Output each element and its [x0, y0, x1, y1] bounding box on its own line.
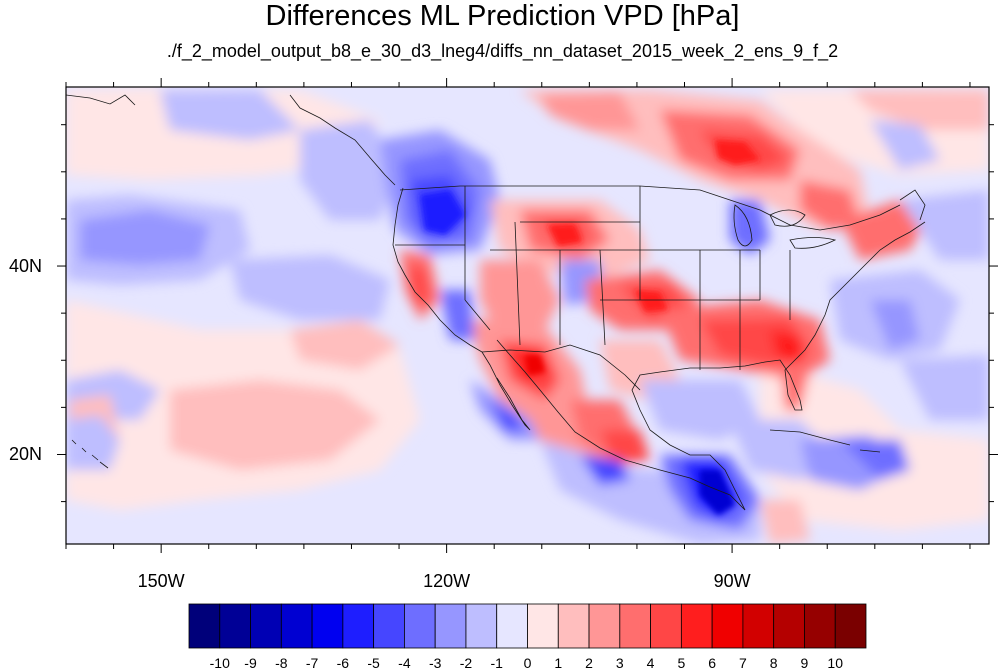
- colorbar-swatch: [742, 603, 775, 649]
- colorbar-swatch: [280, 603, 313, 649]
- colorbar-label: 8: [769, 655, 778, 671]
- colorbar-label: -7: [305, 655, 319, 671]
- colorbar-label: 3: [615, 655, 624, 671]
- colorbar-swatch: [188, 603, 221, 649]
- map-title: Differences ML Prediction VPD [hPa]: [265, 0, 740, 32]
- colorbar-swatch: [557, 603, 590, 649]
- colorbar-label: -2: [459, 655, 473, 671]
- colorbar-label: 0: [523, 655, 532, 671]
- colorbar-swatch: [680, 603, 713, 649]
- lat-label: 20N: [8, 444, 42, 465]
- colorbar-swatch: [711, 603, 744, 649]
- colorbar-swatch: [527, 603, 559, 649]
- colorbar-swatch: [373, 603, 405, 649]
- difference-field: [66, 87, 989, 544]
- lon-label: 150W: [137, 571, 185, 591]
- colorbar-label: -9: [244, 655, 257, 671]
- colorbar-label: 10: [827, 655, 843, 671]
- colorbar-label: 6: [708, 655, 717, 671]
- colorbar-label: -8: [275, 655, 288, 671]
- colorbar-swatch: [650, 603, 682, 649]
- colorbar-swatch: [588, 603, 621, 649]
- colorbar-swatch: [434, 603, 467, 649]
- lon-label: 120W: [423, 571, 471, 591]
- colorbar-swatch: [219, 603, 251, 649]
- colorbar-label: -1: [490, 655, 503, 671]
- colorbar-swatch: [619, 603, 651, 649]
- colorbar-label: -10: [209, 655, 230, 671]
- colorbar-label: -3: [428, 655, 442, 671]
- coastline-borders: [66, 94, 926, 511]
- colorbar-swatch: [465, 603, 498, 649]
- colorbar-label: -6: [336, 655, 350, 671]
- colorbar-swatch: [804, 603, 836, 649]
- map-frame: [65, 86, 990, 545]
- colorbar-swatch: [773, 603, 805, 649]
- lat-label: 40N: [8, 256, 42, 277]
- colorbar-swatch: [404, 603, 436, 649]
- colorbar-swatch: [342, 603, 375, 649]
- colorbar-label: 4: [646, 655, 655, 671]
- colorbar-label: 7: [739, 655, 747, 671]
- colorbar-label: -4: [398, 655, 411, 671]
- colorbar-label: 1: [554, 655, 563, 671]
- colorbar-label: 2: [585, 655, 593, 671]
- colorbar-swatch: [496, 603, 528, 649]
- lon-label: 90W: [713, 571, 751, 591]
- colorbar-label: 5: [677, 655, 686, 671]
- colorbar-swatch: [834, 603, 867, 649]
- colorbar-swatch: [250, 603, 282, 649]
- colorbar-label: -5: [367, 655, 380, 671]
- colorbar-label: 9: [800, 655, 809, 671]
- colorbar-swatch: [311, 603, 344, 649]
- map-subtitle: ./f_2_model_output_b8_e_30_d3_lneg4/diff…: [166, 41, 839, 61]
